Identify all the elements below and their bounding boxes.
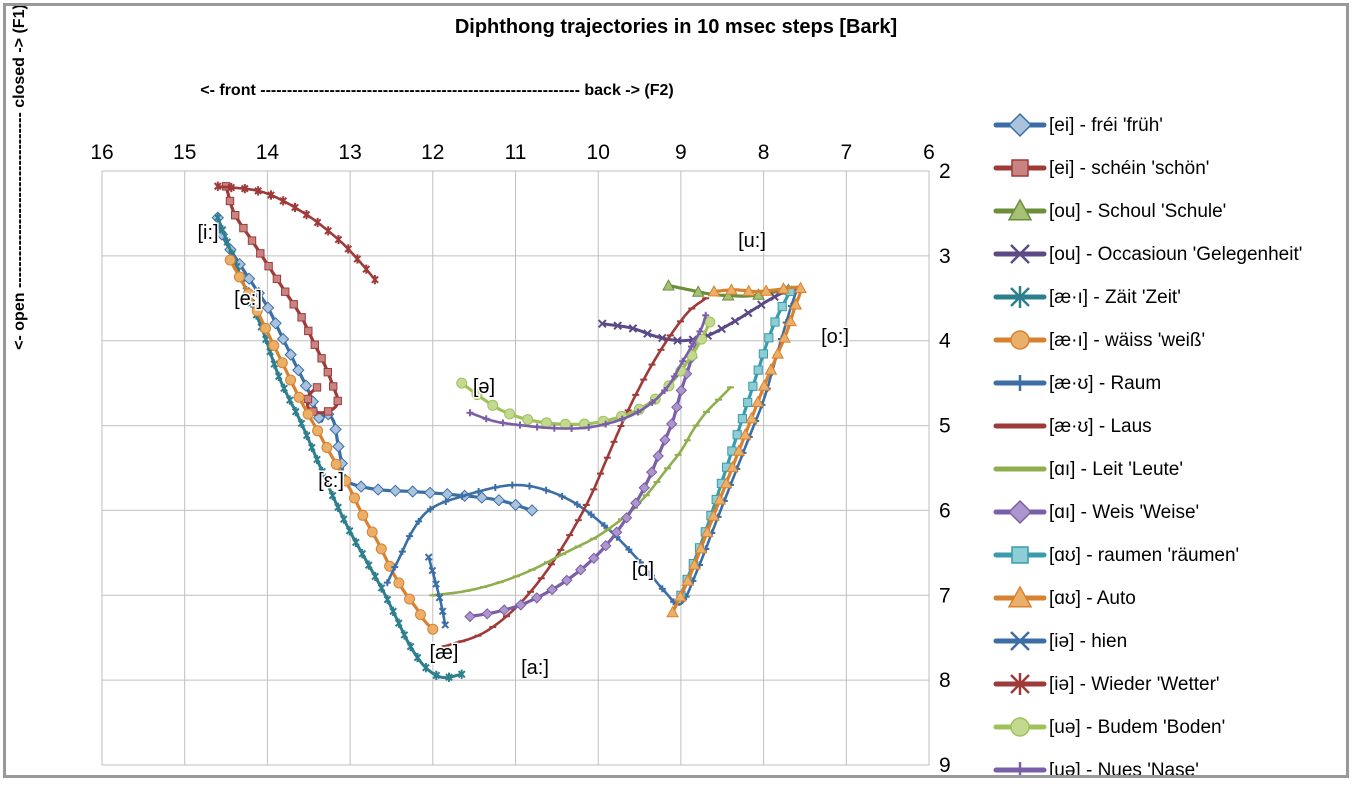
svg-text:8: 8 (939, 669, 951, 692)
svg-text:6: 6 (923, 141, 935, 164)
svg-text:[u:]: [u:] (738, 230, 766, 252)
svg-text:[ɑı] - Leit 'Leute': [ɑı] - Leit 'Leute' (1049, 459, 1183, 480)
svg-text:[uə] - Nues 'Nase': [uə] - Nues 'Nase' (1049, 760, 1199, 778)
svg-text:14: 14 (256, 141, 280, 164)
svg-text:[ɑʊ] - Auto: [ɑʊ] - Auto (1049, 588, 1136, 609)
svg-text:[a:]: [a:] (521, 657, 549, 679)
svg-text:[ou] - Occasioun 'Gelegenheit': [ou] - Occasioun 'Gelegenheit' (1049, 244, 1302, 265)
svg-text:[ɑı] - Weis 'Weise': [ɑı] - Weis 'Weise' (1049, 502, 1199, 523)
svg-text:7: 7 (939, 584, 951, 607)
svg-text:5: 5 (939, 415, 951, 438)
svg-text:2: 2 (939, 160, 951, 183)
svg-text:6: 6 (939, 499, 951, 522)
svg-text:[e:]: [e:] (234, 288, 262, 310)
svg-text:[ou] - Schoul 'Schule': [ou] - Schoul 'Schule' (1049, 201, 1226, 222)
svg-text:10: 10 (587, 141, 610, 164)
svg-text:9: 9 (675, 141, 687, 164)
svg-text:11: 11 (505, 141, 527, 164)
svg-text:[ei] - fréi 'früh': [ei] - fréi 'früh' (1049, 115, 1163, 136)
svg-text:[o:]: [o:] (821, 326, 849, 348)
svg-text:16: 16 (90, 141, 113, 164)
svg-text:12: 12 (421, 141, 444, 164)
svg-text:[ə]: [ə] (473, 376, 495, 398)
svg-text:[ɑ]: [ɑ] (632, 559, 654, 581)
svg-text:[æ]: [æ] (430, 642, 459, 664)
svg-text:4: 4 (939, 330, 951, 353)
svg-text:13: 13 (338, 141, 361, 164)
svg-text:[æ·ı] - Zäit 'Zeit': [æ·ı] - Zäit 'Zeit' (1049, 287, 1181, 308)
svg-text:3: 3 (939, 245, 951, 268)
svg-text:[æ·ı] - wäiss 'weiß': [æ·ı] - wäiss 'weiß' (1049, 330, 1205, 351)
svg-text:15: 15 (173, 141, 196, 164)
svg-text:[æ·ʊ] - Laus: [æ·ʊ] - Laus (1049, 416, 1152, 437)
svg-text:[iə] - Wieder 'Wetter': [iə] - Wieder 'Wetter' (1049, 674, 1220, 695)
svg-text:[ɑʊ] - raumen 'räumen': [ɑʊ] - raumen 'räumen' (1049, 545, 1239, 566)
svg-text:[ei] - schéin 'schön': [ei] - schéin 'schön' (1049, 158, 1209, 179)
svg-text:[i:]: [i:] (197, 222, 218, 244)
svg-text:[uə] - Budem 'Boden': [uə] - Budem 'Boden' (1049, 717, 1225, 738)
svg-text:[æ·ʊ] - Raum: [æ·ʊ] - Raum (1049, 373, 1161, 394)
svg-text:[iə] - hien: [iə] - hien (1049, 631, 1127, 652)
svg-text:9: 9 (939, 754, 951, 777)
svg-text:7: 7 (840, 141, 852, 164)
svg-text:8: 8 (758, 141, 770, 164)
svg-text:[ɛ:]: [ɛ:] (318, 470, 344, 492)
